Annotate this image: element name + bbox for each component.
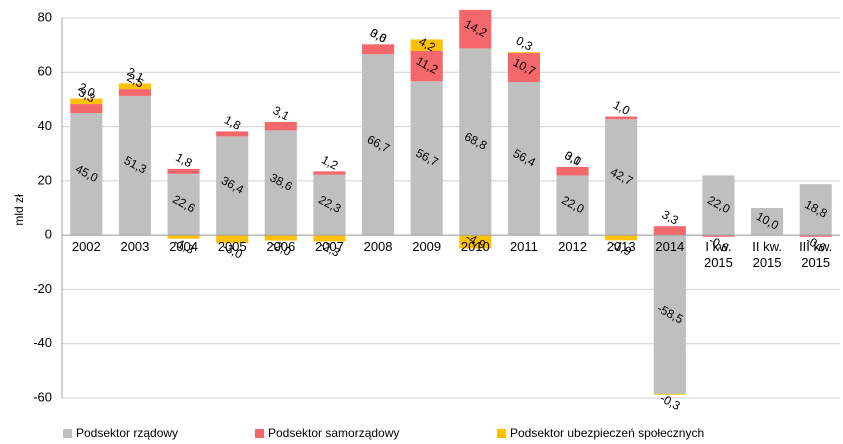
bar-segment: [362, 54, 395, 236]
x-tick-label: 2002: [71, 239, 101, 255]
y-tick-label: 80: [38, 9, 52, 24]
bar-segment: [653, 235, 686, 394]
bar-segment: [605, 116, 638, 120]
x-tick-label: III kw. 2015: [799, 239, 833, 271]
bar-segment: [799, 184, 832, 236]
bar-segment: [70, 113, 103, 236]
y-axis-label: mld zł: [12, 194, 26, 226]
x-tick-label: 2008: [363, 239, 393, 255]
bar-segment: [313, 174, 346, 236]
x-tick-label: 2004: [169, 239, 199, 255]
bar-segment: [313, 235, 346, 242]
x-tick-label: 2010: [460, 239, 490, 255]
x-tick-label: II kw. 2015: [752, 239, 782, 271]
bar-segment: [556, 167, 589, 176]
bar-segment: [313, 171, 346, 175]
bar-segment: [653, 393, 686, 395]
value-label: 1,2: [319, 153, 341, 173]
bar-segment: [507, 82, 540, 236]
bar-segment: [70, 104, 103, 113]
bar-segment: [167, 235, 200, 239]
x-tick-label: 2005: [217, 239, 247, 255]
bar-segment: [167, 168, 200, 174]
bar-segment: [507, 52, 540, 54]
y-tick-label: 20: [38, 172, 52, 187]
value-label: 3,3: [660, 207, 682, 227]
value-label: 0,0: [368, 25, 390, 45]
y-tick-label: -20: [33, 281, 52, 296]
x-tick-label: 2011: [509, 239, 538, 255]
bar-segment: [118, 83, 151, 90]
x-tick-label: 2013: [606, 239, 636, 255]
x-tick-label: 2007: [314, 239, 344, 255]
bar-segment: [751, 208, 784, 236]
legend-item: Podsektor samorządowy: [255, 426, 399, 440]
bar-segment: [264, 121, 297, 131]
bar-segment: [410, 39, 443, 51]
value-label: 0,3: [514, 33, 536, 53]
bar-segment: [264, 130, 297, 236]
bar-segment: [410, 50, 443, 82]
bar-segment: [167, 173, 200, 236]
bar-segment: [216, 136, 249, 236]
value-label: 0,0: [562, 148, 584, 168]
y-tick-label: -40: [33, 335, 52, 350]
bar-segment: [118, 95, 151, 236]
y-tick-label: 60: [38, 64, 52, 79]
bar-segment: [118, 89, 151, 96]
bar-segment: [459, 9, 492, 49]
bar-segment: [410, 81, 443, 236]
bar-segment: [264, 235, 297, 241]
bar-segment: [216, 131, 249, 137]
bar-segment: [653, 226, 686, 236]
x-tick-label: 2003: [120, 239, 150, 255]
bar-segment: [216, 235, 249, 244]
x-tick-label: 2009: [412, 239, 442, 255]
y-tick-label: 40: [38, 118, 52, 133]
x-tick-label: 2014: [655, 239, 685, 255]
bar-segment: [70, 98, 103, 105]
x-tick-label: I kw. 2015: [703, 239, 733, 271]
legend-item: Podsektor rządowy: [63, 426, 178, 440]
legend-label: Podsektor samorządowy: [268, 426, 400, 440]
legend-label: Podsektor rządowy: [76, 426, 179, 440]
value-label: 1,0: [611, 98, 633, 118]
legend-swatch: [63, 428, 72, 438]
bar-segment: [556, 175, 589, 236]
x-tick-label: 2012: [558, 239, 588, 255]
x-tick-label: 2006: [266, 239, 296, 255]
bar-segment: [459, 48, 492, 236]
bar-segment: [702, 175, 735, 236]
legend-swatch: [497, 428, 506, 438]
legend-label: Podsektor ubezpieczeń społecznych: [510, 426, 705, 440]
bar-segment: [362, 44, 395, 55]
value-label: 1,8: [173, 150, 195, 170]
bar-segment: [605, 235, 638, 241]
legend-swatch: [255, 428, 264, 438]
bar-segment: [507, 53, 540, 83]
legend-item: Podsektor ubezpieczeń społecznych: [497, 426, 704, 440]
bar-segment: [799, 235, 832, 237]
bar-segment: [702, 235, 735, 237]
y-tick-label: 0: [45, 227, 52, 242]
y-tick-label: -60: [33, 389, 52, 404]
value-label: 1,8: [222, 113, 244, 133]
value-label: 3,1: [271, 103, 293, 123]
bar-segment: [459, 235, 492, 249]
bar-segment: [605, 119, 638, 236]
